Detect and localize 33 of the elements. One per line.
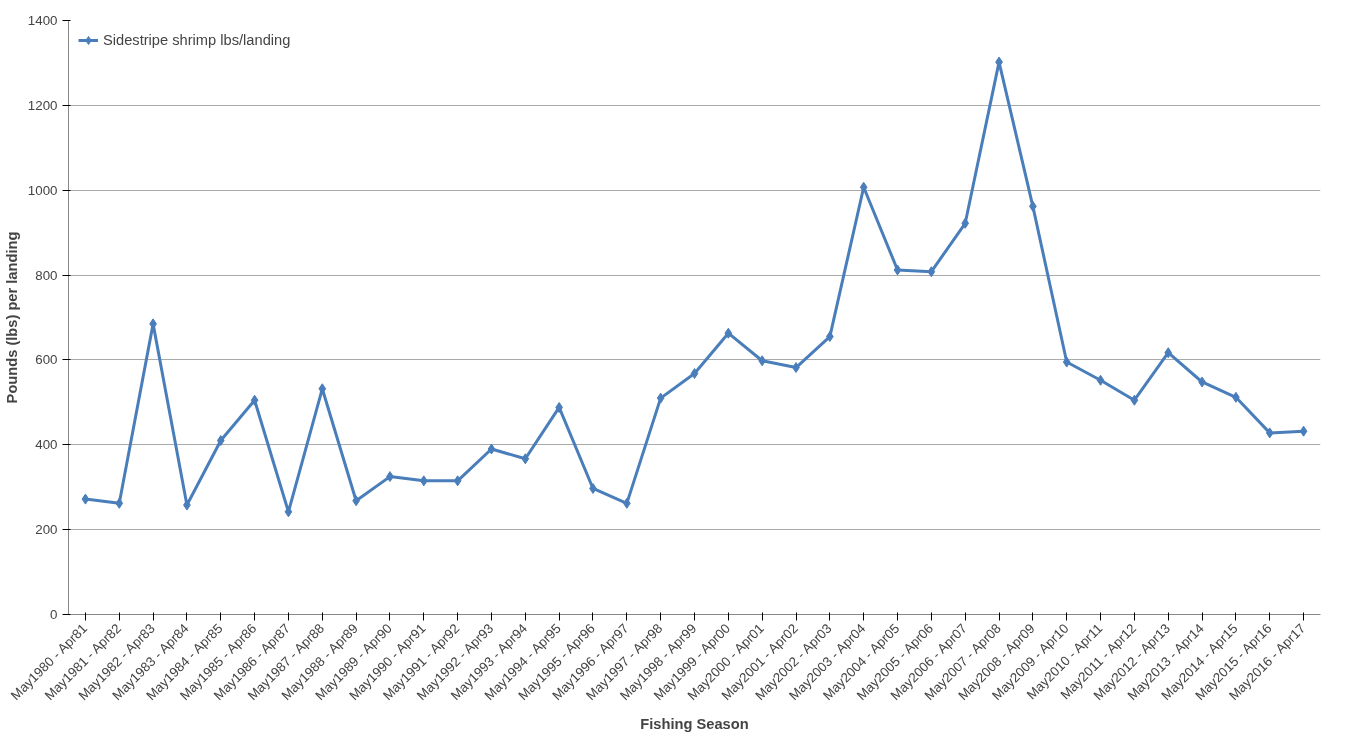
point: [927, 266, 936, 278]
point: [453, 475, 462, 487]
x-axis-title: Fishing Season: [640, 716, 749, 733]
point: [1130, 394, 1139, 406]
legend-label: Sidestripe shrimp lbs/landing: [103, 32, 291, 48]
point: [250, 394, 259, 406]
y-tick-label: 800: [35, 267, 58, 283]
point: [115, 497, 124, 509]
point: [656, 392, 665, 404]
y-tick-label: 1400: [27, 13, 58, 28]
point: [521, 453, 530, 465]
point: [961, 217, 970, 229]
point: [724, 327, 733, 339]
y-tick-label: 600: [35, 352, 58, 368]
y-tick-label: 1200: [27, 97, 58, 113]
point: [690, 368, 699, 380]
point: [1062, 356, 1071, 368]
y-tick-label: 200: [35, 522, 58, 538]
point: [893, 264, 902, 276]
point: [1164, 347, 1173, 359]
point: [1096, 374, 1105, 386]
y-tick-label: 1000: [27, 182, 58, 198]
point: [81, 493, 90, 505]
y-tick-label: 400: [35, 437, 58, 453]
point: [1265, 427, 1274, 439]
point: [1299, 425, 1308, 437]
point: [622, 497, 631, 509]
point: [419, 475, 428, 487]
y-axis-title: Pounds (lbs) per landing: [3, 231, 20, 404]
point: [487, 443, 496, 455]
y-tick-label: 0: [50, 607, 58, 622]
point: [216, 435, 225, 447]
point: [758, 355, 767, 367]
